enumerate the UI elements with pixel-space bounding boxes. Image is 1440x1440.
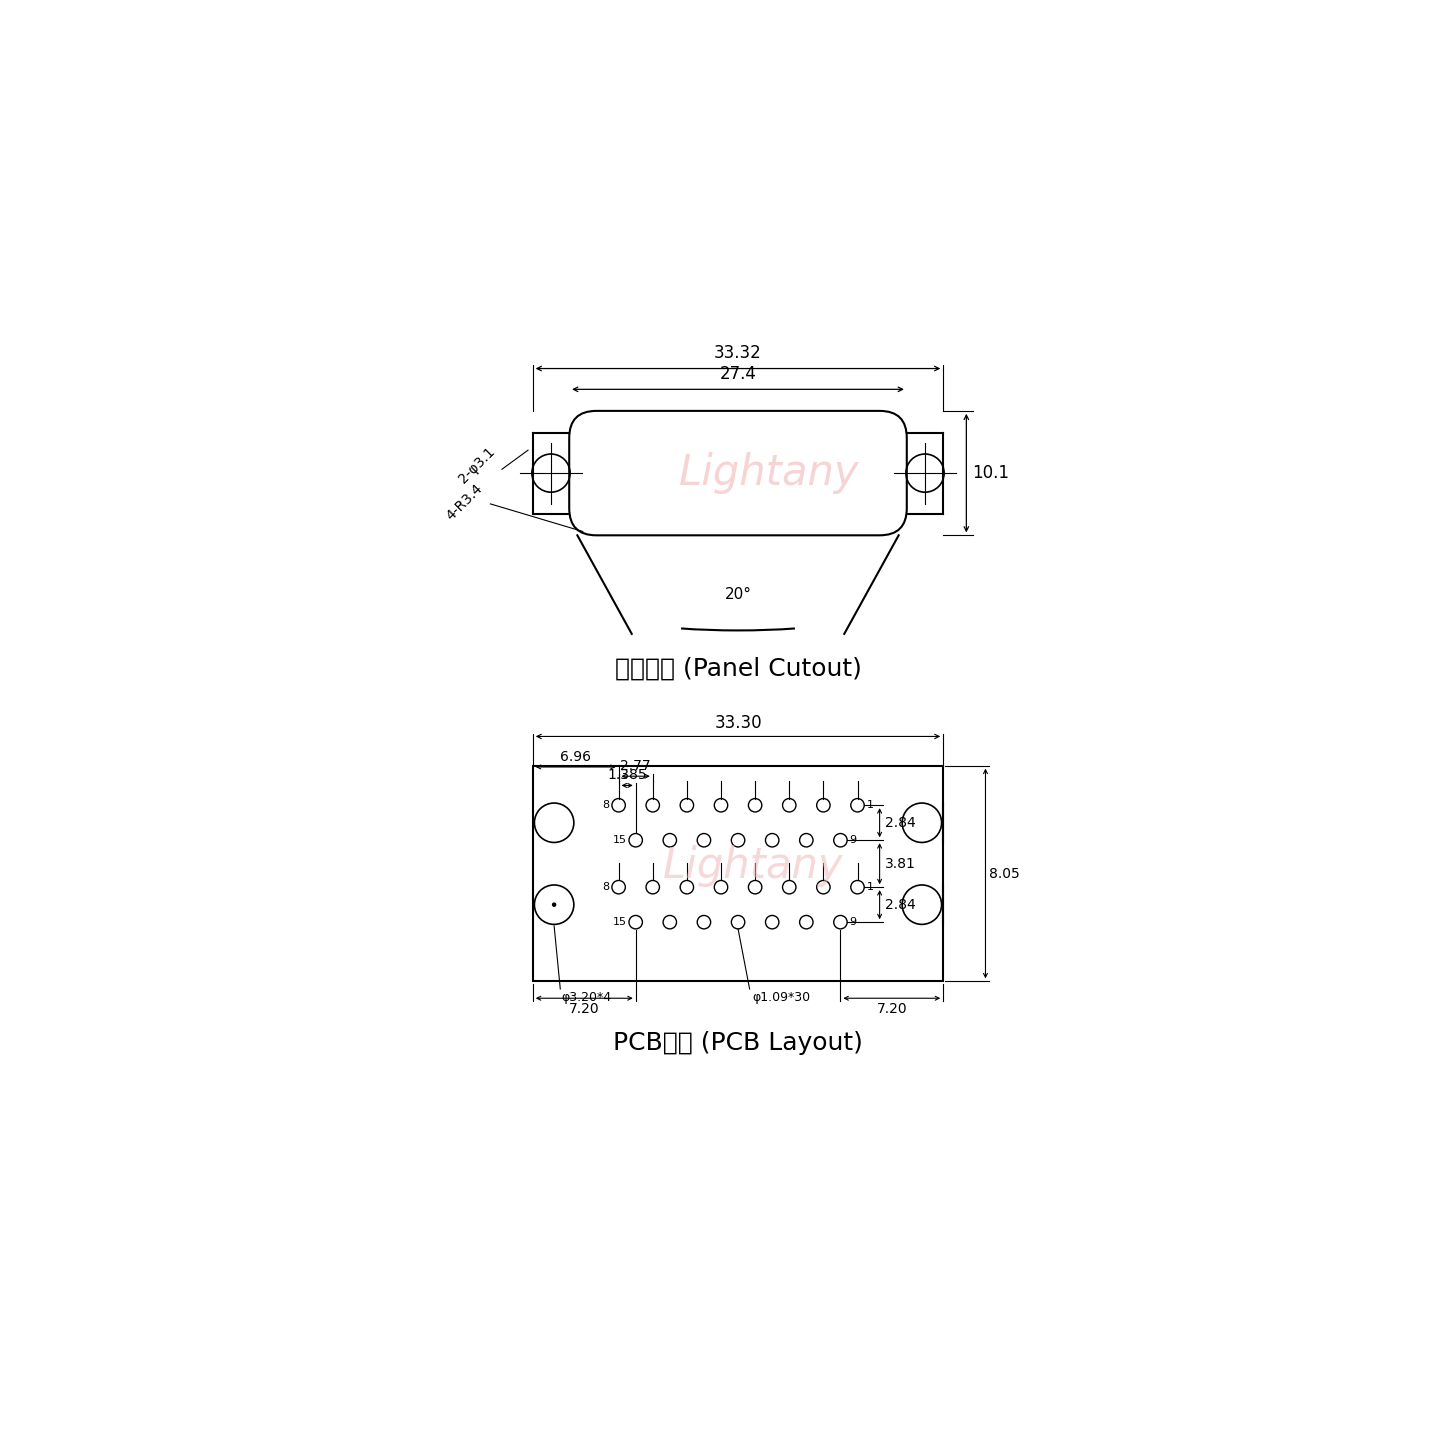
Text: 33.30: 33.30: [714, 714, 762, 732]
Text: 2.84: 2.84: [886, 815, 916, 829]
Text: 1: 1: [867, 801, 874, 811]
Text: 15: 15: [612, 835, 626, 845]
Text: φ3.20*4: φ3.20*4: [562, 991, 612, 1004]
Text: 7.20: 7.20: [569, 1002, 599, 1017]
Text: 2-φ3.1: 2-φ3.1: [456, 445, 498, 487]
Text: 6.96: 6.96: [560, 750, 592, 763]
Bar: [533, 766, 943, 981]
Text: 8: 8: [602, 883, 609, 893]
Text: 8: 8: [602, 801, 609, 811]
Text: 33.32: 33.32: [714, 344, 762, 363]
Text: 27.4: 27.4: [720, 366, 756, 383]
Text: 10.1: 10.1: [972, 464, 1009, 482]
Text: 面板开孔 (Panel Cutout): 面板开孔 (Panel Cutout): [615, 657, 861, 681]
Text: 3.81: 3.81: [886, 857, 916, 871]
Text: 1.385: 1.385: [608, 769, 647, 782]
Text: 15: 15: [612, 917, 626, 927]
Text: 1: 1: [867, 883, 874, 893]
Text: 2.84: 2.84: [886, 897, 916, 912]
Circle shape: [553, 903, 556, 906]
Text: Lightany: Lightany: [678, 452, 860, 494]
Text: 7.20: 7.20: [877, 1002, 907, 1017]
Text: 9: 9: [850, 835, 857, 845]
Text: φ1.09*30: φ1.09*30: [752, 991, 811, 1004]
Text: Lightany: Lightany: [664, 845, 844, 887]
Text: 2.77: 2.77: [621, 759, 651, 773]
Text: 9: 9: [850, 917, 857, 927]
Text: 8.05: 8.05: [989, 867, 1020, 880]
Text: 20°: 20°: [724, 588, 752, 602]
Text: 4-R3.4: 4-R3.4: [444, 481, 485, 523]
Text: PCB布局 (PCB Layout): PCB布局 (PCB Layout): [613, 1031, 863, 1056]
